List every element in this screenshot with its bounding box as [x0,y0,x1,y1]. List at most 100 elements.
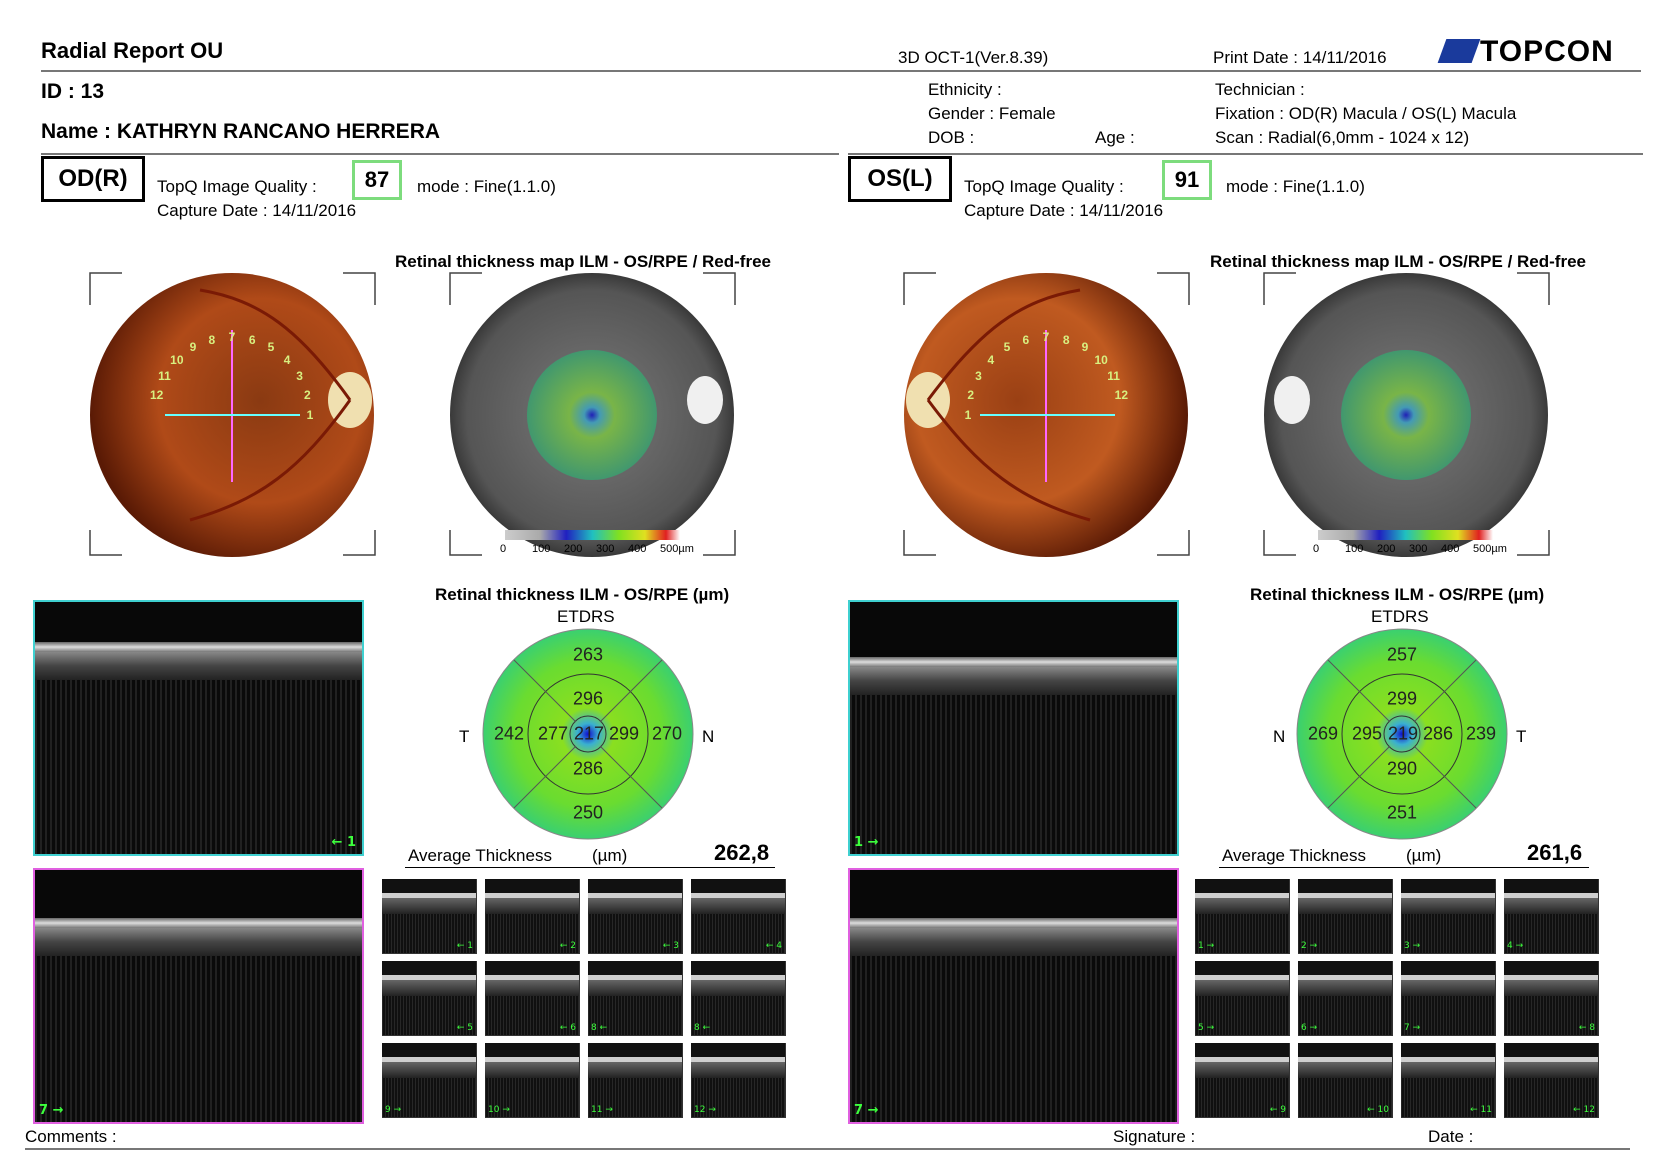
os-etdrs-inner-temporal: 286 [1422,723,1454,744]
os-thumbnail-label: ← 8 [1578,1023,1595,1033]
os-etdrs-label: ETDRS [1371,607,1429,626]
od-radial-thumbnail: 8 ← [588,961,683,1036]
os-radial-thumbnail: 4 → [1504,879,1599,954]
od-etdrs-inner-temporal: 277 [537,723,569,744]
os-fundus-image [903,272,1190,557]
os-radial-thumbnail: ← 10 [1298,1043,1393,1118]
os-fundus-scan-number: 1 [964,408,972,422]
od-thumbnail-label: 8 ← [694,1023,711,1033]
os-etdrs-outer-inferior: 251 [1386,802,1418,823]
os-fundus-scan-number: 6 [1022,332,1030,347]
od-fundus-scan-number: 7 [228,330,236,344]
od-etdrs-outer-inferior: 250 [572,802,604,823]
od-radial-thumbnail: ← 4 [691,879,786,954]
od-avg-label: Average Thickness [408,846,552,865]
od-thumbnail-label: 8 ← [591,1023,608,1033]
scan-type: Scan : Radial(6,0mm - 1024 x 12) [1215,128,1470,147]
os-etdrs-inner-nasal: 295 [1351,723,1383,744]
os-nasal-label: N [1273,727,1286,746]
ethnicity: Ethnicity : [928,80,1002,99]
os-thumbnail-label: ← 12 [1573,1105,1595,1115]
od-fundus-scan-number: 3 [296,369,303,383]
od-thumbnail-label: 9 → [385,1105,402,1115]
os-radial-thumbnail: ← 12 [1504,1043,1599,1118]
scale-tick-label: 500µm [1473,543,1507,555]
od-thumbnail-label: ← 3 [662,941,679,951]
signature-label: Signature : [1113,1127,1196,1146]
os-radial-thumbnail: 1 → [1195,879,1290,954]
os-oct-scan-vertical: 7 → [848,868,1179,1124]
od-fundus-scan-number: 5 [267,340,275,355]
os-avg-label: Average Thickness [1222,846,1366,865]
od-etdrs-grid [482,628,694,840]
od-nasal-label: N [702,727,715,746]
os-etdrs-outer-temporal: 239 [1465,723,1497,744]
scale-tick-label: 300 [596,543,615,555]
os-radial-thumbnail: ← 8 [1504,961,1599,1036]
od-thumbnail-label: ← 2 [559,941,576,951]
od-temporal-label: T [459,727,470,746]
os-fundus-scan-number: 5 [1003,340,1011,355]
age: Age : [1095,128,1135,147]
os-thumbnail-label: 6 → [1301,1023,1318,1033]
os-thumbnail-label: 2 → [1301,941,1318,951]
scale-tick-label: 0 [500,543,507,555]
od-thumbnail-label: ← 4 [765,941,782,951]
os-thumbnail-label: 1 → [1198,941,1215,951]
device-version: 3D OCT-1(Ver.8.39) [898,48,1049,67]
os-avg-value: 261,6 [1527,840,1583,865]
od-fundus-scan-number: 11 [158,369,171,383]
scale-tick-label: 200 [1377,543,1396,555]
os-oct-scan-horizontal: 1 → [848,600,1179,856]
os-thumbnail-label: ← 10 [1367,1105,1389,1115]
os-etdrs-center: 219 [1387,723,1419,744]
od-oct-scan-vertical: 7 → [33,868,364,1124]
os-fundus-scan-number: 2 [967,387,974,402]
od-thumbnail-label: 12 → [694,1105,716,1115]
os-fundus-scan-number: 11 [1107,369,1120,383]
od-quality-score: 87 [352,160,402,200]
od-radial-thumbnail: 8 ← [691,961,786,1036]
od-etdrs-title: Retinal thickness ILM - OS/RPE (µm) [435,585,730,604]
od-radial-thumbnail: 9 → [382,1043,477,1118]
os-etdrs-outer-nasal: 269 [1307,723,1339,744]
os-thumbnail-label: ← 9 [1269,1105,1286,1115]
od-mode: mode : Fine(1.1.0) [417,177,556,196]
od-radial-thumbnail: ← 6 [485,961,580,1036]
os-fundus-scan-number: 12 [1114,387,1129,402]
os-map-title: Retinal thickness map ILM - OS/RPE / Red… [1210,252,1586,271]
od-etdrs-center: 217 [573,723,605,744]
od-thumbnail-label: ← 5 [456,1023,473,1033]
technician: Technician : [1215,80,1305,99]
patient-id: ID : 13 [41,80,105,103]
od-fundus-scan-number: 10 [170,352,184,367]
os-capture-date: Capture Date : 14/11/2016 [964,201,1164,220]
scale-tick-label: 300 [1409,543,1428,555]
od-thumbnail-label: ← 6 [559,1023,576,1033]
scale-tick-label: 100 [532,543,551,555]
od-fundus-scan-number: 6 [248,332,256,347]
os-thumbnail-label: 4 → [1507,941,1524,951]
scale-tick-label: 0 [1313,543,1320,555]
date-label: Date : [1428,1127,1474,1146]
od-fundus-scan-number: 12 [149,387,164,402]
os-etdrs-inner-superior: 299 [1386,688,1418,709]
od-thickness-map [449,272,736,557]
os-fundus-scan-number: 7 [1042,330,1050,344]
os-radial-thumbnail: 5 → [1195,961,1290,1036]
od-map-title: Retinal thickness map ILM - OS/RPE / Red… [395,252,771,271]
dob: DOB : [928,128,975,147]
fixation: Fixation : OD(R) Macula / OS(L) Macula [1215,104,1517,123]
scale-tick-label: 200 [564,543,583,555]
od-etdrs-outer-superior: 263 [572,644,604,665]
scale-tick-label: 400 [628,543,647,555]
os-radial-thumbnail: 3 → [1401,879,1496,954]
os-eye-label: OS(L) [848,156,952,202]
od-capture-date: Capture Date : 14/11/2016 [157,201,357,220]
od-fundus-scan-number: 2 [303,387,311,402]
od-radial-thumbnail: ← 5 [382,961,477,1036]
os-etdrs-title: Retinal thickness ILM - OS/RPE (µm) [1250,585,1545,604]
od-etdrs-label: ETDRS [557,607,615,626]
os-etdrs-outer-superior: 257 [1386,644,1418,665]
